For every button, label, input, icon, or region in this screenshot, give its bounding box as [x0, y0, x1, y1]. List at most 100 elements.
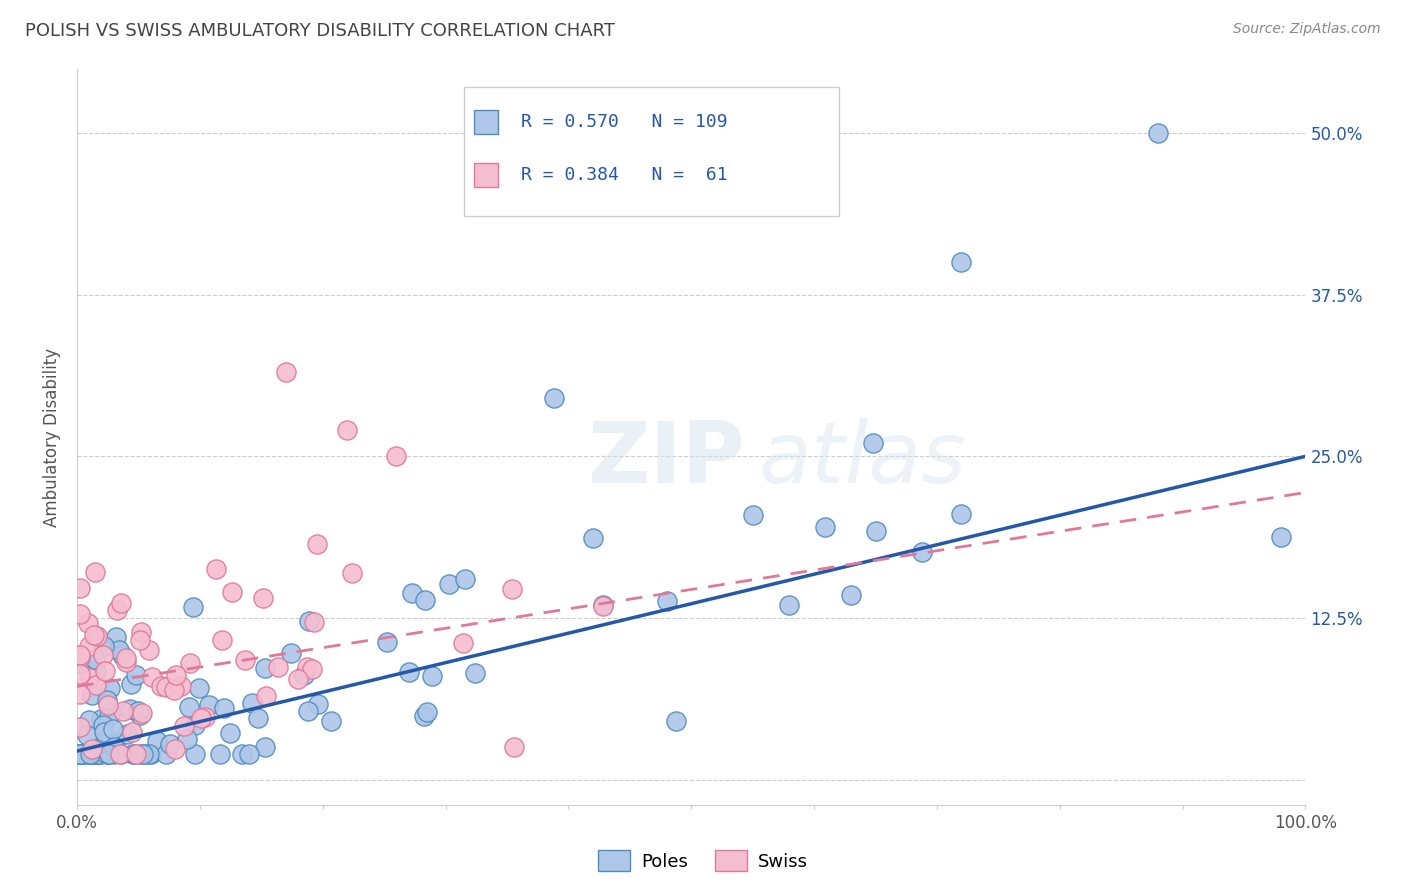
Point	[307, 537, 329, 551]
Point	[70, 747, 93, 761]
Point	[96, 693, 118, 707]
Text: POLISH VS SWISS AMBULATORY DISABILITY CORRELATION CHART: POLISH VS SWISS AMBULATORY DISABILITY CO…	[25, 22, 616, 40]
Point	[221, 585, 243, 599]
Point	[115, 655, 138, 669]
Point	[420, 669, 443, 683]
Point	[240, 697, 263, 711]
Point	[79, 671, 101, 685]
Point	[69, 747, 91, 761]
Point	[97, 747, 120, 761]
Point	[155, 680, 177, 694]
Point	[120, 677, 142, 691]
Point	[950, 507, 973, 521]
Point	[252, 591, 274, 606]
Point	[84, 678, 107, 692]
Point	[90, 712, 112, 726]
Point	[89, 747, 111, 761]
Point	[543, 391, 565, 405]
Point	[131, 624, 153, 639]
Point	[128, 632, 150, 647]
Point	[69, 747, 91, 761]
Point	[82, 742, 104, 756]
Legend: Poles, Swiss: Poles, Swiss	[591, 843, 815, 879]
Point	[453, 635, 475, 649]
Point	[295, 660, 318, 674]
Point	[69, 747, 91, 761]
Point	[415, 705, 437, 719]
Point	[307, 698, 329, 712]
Point	[385, 450, 408, 464]
Point	[159, 737, 181, 751]
Point	[911, 545, 934, 559]
Point	[128, 747, 150, 761]
Point	[105, 630, 128, 644]
Point	[233, 653, 256, 667]
Point	[69, 648, 91, 662]
Point	[254, 661, 277, 675]
Point	[97, 747, 120, 761]
Point	[169, 680, 191, 694]
FancyBboxPatch shape	[464, 87, 838, 216]
Point	[267, 659, 290, 673]
Point	[238, 747, 260, 761]
Point	[208, 747, 231, 761]
Point	[155, 747, 177, 761]
Point	[76, 728, 98, 742]
Point	[297, 704, 319, 718]
Point	[79, 747, 101, 761]
Text: R = 0.384   N =  61: R = 0.384 N = 61	[520, 167, 727, 185]
Point	[132, 747, 155, 761]
Point	[84, 664, 107, 678]
Point	[103, 747, 125, 761]
Point	[253, 739, 276, 754]
Point	[375, 635, 398, 649]
Point	[454, 572, 477, 586]
Point	[183, 599, 205, 614]
Point	[503, 740, 526, 755]
Point	[778, 598, 800, 612]
Point	[340, 566, 363, 581]
Point	[97, 698, 120, 712]
Point	[79, 747, 101, 761]
Point	[98, 681, 121, 695]
Point	[176, 732, 198, 747]
Point	[254, 689, 277, 703]
Point	[98, 708, 121, 723]
Point	[949, 255, 972, 269]
Point	[93, 725, 115, 739]
Point	[188, 681, 211, 695]
Point	[127, 704, 149, 718]
Point	[163, 742, 186, 756]
Point	[84, 566, 107, 580]
Point	[287, 672, 309, 686]
Y-axis label: Ambulatory Disability: Ambulatory Disability	[44, 347, 60, 526]
Text: atlas: atlas	[759, 417, 967, 500]
Point	[69, 687, 91, 701]
Point	[100, 736, 122, 750]
Point	[219, 726, 242, 740]
Point	[413, 708, 436, 723]
Point	[69, 581, 91, 595]
Point	[197, 698, 219, 713]
Point	[141, 670, 163, 684]
Point	[86, 629, 108, 643]
Point	[69, 607, 91, 621]
Point	[138, 747, 160, 761]
Point	[336, 424, 359, 438]
Point	[184, 718, 207, 732]
Point	[69, 747, 91, 761]
Point	[592, 599, 614, 613]
Point	[298, 614, 321, 628]
Point	[173, 719, 195, 733]
Point	[501, 582, 523, 596]
Point	[211, 633, 233, 648]
Point	[77, 713, 100, 727]
Point	[398, 665, 420, 679]
Point	[280, 647, 302, 661]
Point	[110, 596, 132, 610]
Point	[129, 707, 152, 722]
Text: R = 0.570   N = 109: R = 0.570 N = 109	[520, 113, 727, 131]
Point	[179, 657, 201, 671]
Point	[77, 747, 100, 761]
Point	[146, 733, 169, 747]
